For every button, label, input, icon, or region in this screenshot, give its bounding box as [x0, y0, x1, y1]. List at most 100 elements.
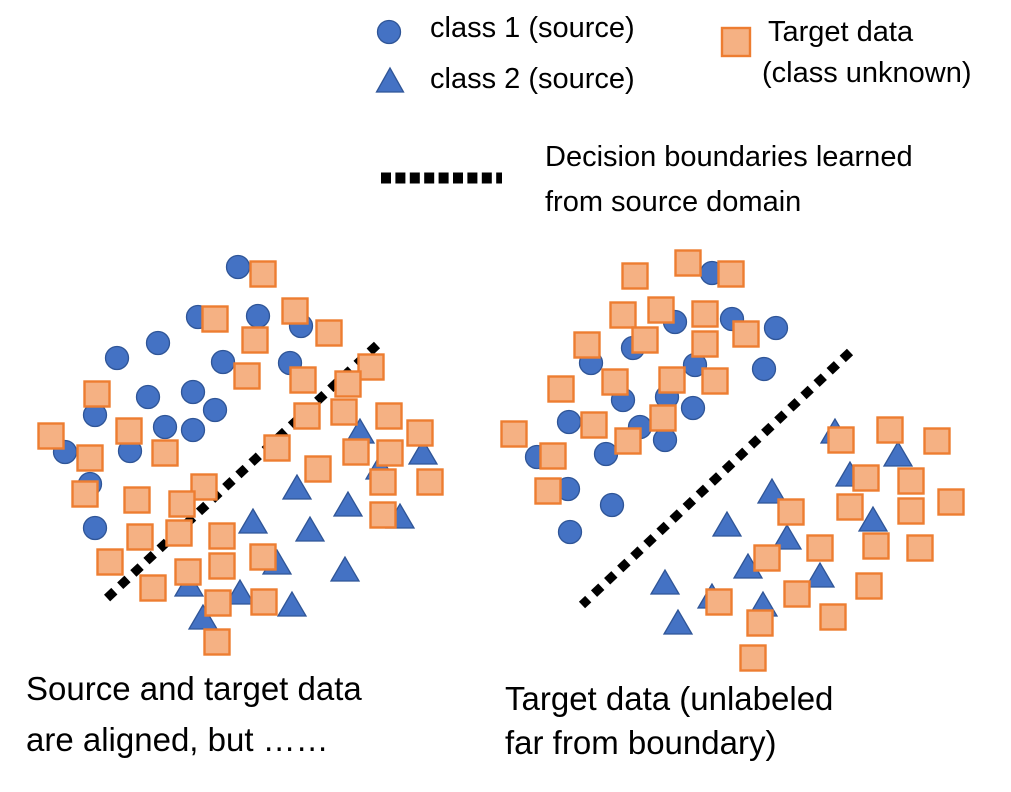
target-square-marker: [753, 544, 781, 572]
class1-circle-marker: [556, 409, 582, 435]
target-square-marker: [250, 588, 278, 616]
class1-circle-marker: [652, 427, 678, 453]
target-square-marker: [836, 493, 864, 521]
target-square-marker: [83, 380, 111, 408]
target-square-marker: [649, 404, 677, 432]
class2-triangle-marker: [882, 440, 914, 467]
class1-circle-marker: [210, 349, 236, 375]
target-square-marker: [263, 434, 291, 462]
target-square-marker: [783, 580, 811, 608]
target-square-marker: [777, 498, 805, 526]
target-square-marker: [806, 534, 834, 562]
target-square-marker: [208, 522, 236, 550]
target-square-marker: [691, 300, 719, 328]
target-square-marker: [139, 574, 167, 602]
target-square-marker: [315, 319, 343, 347]
target-square-marker: [357, 353, 385, 381]
legend-boundary-label-line1: Decision boundaries learned: [545, 141, 913, 173]
target-square-marker: [151, 439, 179, 467]
class2-triangle-marker: [329, 555, 361, 582]
target-square-marker: [304, 455, 332, 483]
target-square-marker: [746, 609, 774, 637]
legend-class2-label: class 2 (source): [430, 63, 635, 95]
target-square-marker: [123, 486, 151, 514]
class1-circle-marker: [152, 414, 178, 440]
right-plot-caption-line1: Target data (unlabeled: [505, 680, 834, 717]
class2-triangle-marker: [332, 490, 364, 517]
target-square-marker: [691, 330, 719, 358]
legend-target-label-line2: (class unknown): [762, 57, 972, 89]
legend-class1-circle-icon: [376, 19, 402, 45]
target-square-marker: [739, 644, 767, 672]
target-square-marker: [293, 402, 321, 430]
class2-triangle-marker: [804, 561, 836, 588]
target-square-marker: [573, 331, 601, 359]
target-square-marker: [96, 548, 124, 576]
target-square-marker: [827, 426, 855, 454]
class2-triangle-marker: [407, 438, 439, 465]
class2-triangle-marker: [711, 510, 743, 537]
class1-circle-marker: [557, 519, 583, 545]
target-square-marker: [862, 532, 890, 560]
legend-boundary-label-line2: from source domain: [545, 186, 802, 218]
class1-circle-marker: [82, 515, 108, 541]
target-square-marker: [71, 480, 99, 508]
target-square-marker: [174, 558, 202, 586]
target-square-marker: [500, 420, 528, 448]
decision-boundary-line: [578, 348, 854, 609]
target-square-marker: [165, 519, 193, 547]
target-square-marker: [289, 366, 317, 394]
left-plot-caption-line1: Source and target data: [26, 670, 362, 707]
class2-triangle-marker: [276, 590, 308, 617]
class1-circle-marker: [135, 384, 161, 410]
class2-triangle-marker: [771, 523, 803, 550]
class1-circle-marker: [104, 345, 130, 371]
class1-circle-marker: [599, 492, 625, 518]
target-square-marker: [416, 468, 444, 496]
class1-circle-marker: [763, 315, 789, 341]
class1-circle-marker: [202, 397, 228, 423]
target-square-marker: [855, 572, 883, 600]
target-square-marker: [580, 411, 608, 439]
class2-triangle-marker: [662, 608, 694, 635]
target-square-marker: [249, 543, 277, 571]
target-square-marker: [732, 320, 760, 348]
target-square-marker: [126, 523, 154, 551]
target-square-marker: [658, 366, 686, 394]
target-square-marker: [674, 249, 702, 277]
target-square-marker: [330, 398, 358, 426]
target-square-marker: [208, 552, 236, 580]
target-square-marker: [609, 301, 637, 329]
right-scatter-group: [500, 249, 965, 672]
target-square-marker: [876, 416, 904, 444]
right-plot-caption-line2: far from boundary): [505, 724, 777, 761]
target-square-marker: [203, 628, 231, 656]
class1-circle-marker: [180, 417, 206, 443]
target-square-marker: [614, 427, 642, 455]
legend-class2-triangle-icon: [375, 66, 405, 93]
target-square-marker: [369, 501, 397, 529]
target-square-marker: [241, 326, 269, 354]
target-square-marker: [201, 305, 229, 333]
target-square-marker: [621, 262, 649, 290]
legend-target-label-line1: Target data: [768, 16, 914, 48]
class1-circle-marker: [225, 254, 251, 280]
target-square-marker: [534, 477, 562, 505]
target-square-marker: [701, 367, 729, 395]
target-square-marker: [168, 490, 196, 518]
class2-triangle-marker: [756, 477, 788, 504]
class1-circle-marker: [245, 303, 271, 329]
target-square-marker: [233, 362, 261, 390]
target-square-marker: [334, 370, 362, 398]
class2-triangle-marker: [224, 578, 256, 605]
target-square-marker: [852, 464, 880, 492]
target-square-marker: [76, 444, 104, 472]
class2-triangle-marker: [281, 473, 313, 500]
class2-triangle-marker: [649, 568, 681, 595]
target-square-marker: [539, 442, 567, 470]
left-plot-caption-line2: are aligned, but ……: [26, 721, 329, 758]
target-square-marker: [601, 368, 629, 396]
class1-circle-marker: [593, 441, 619, 467]
